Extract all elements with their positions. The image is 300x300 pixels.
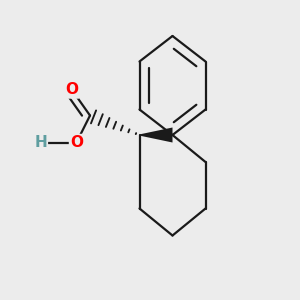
Text: O: O: [70, 135, 83, 150]
Text: O: O: [65, 82, 79, 98]
Polygon shape: [140, 128, 172, 142]
Text: H: H: [34, 135, 47, 150]
